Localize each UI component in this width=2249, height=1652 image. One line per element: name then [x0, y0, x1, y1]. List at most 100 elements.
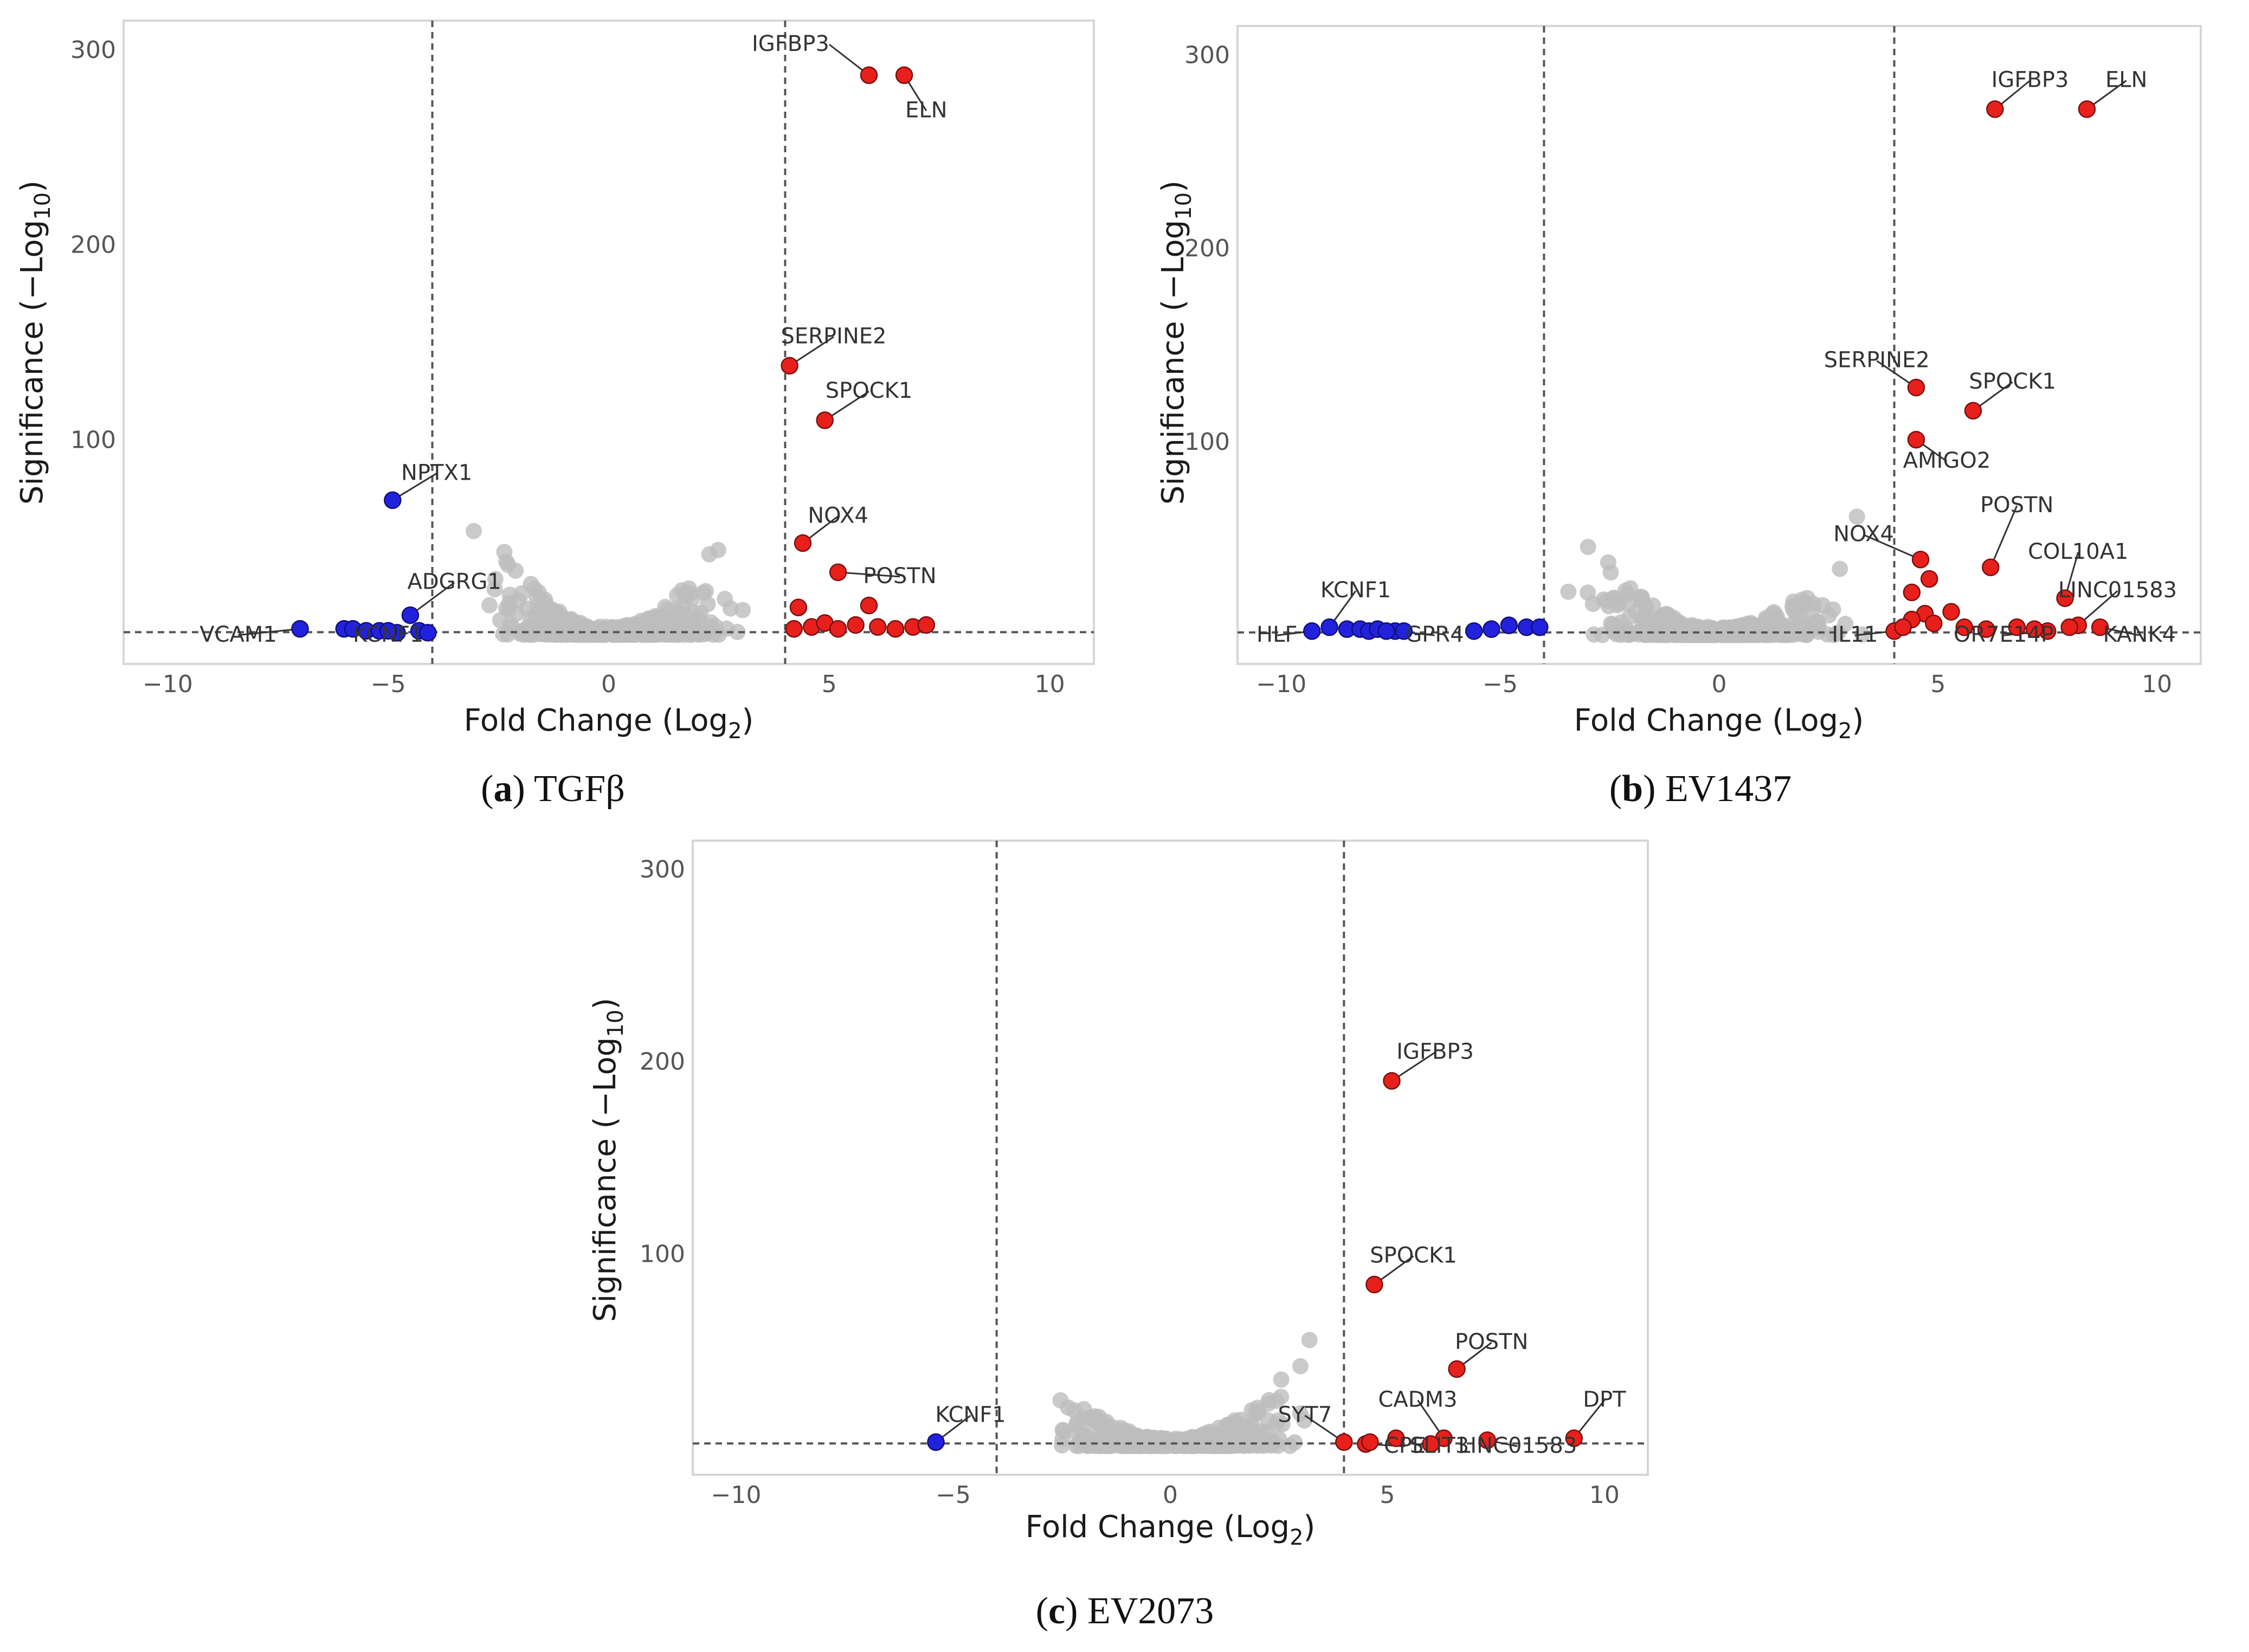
gene-label: KANK4: [2103, 622, 2176, 647]
gene-label: IL11: [1832, 622, 1878, 647]
x-tick-label: 0: [601, 670, 616, 698]
nonsignificant-point: [1066, 1402, 1082, 1419]
downregulated-gene-point: [1531, 618, 1549, 636]
gene-label: LINC01583: [1458, 1434, 1577, 1459]
nonsignificant-point: [684, 604, 701, 621]
x-tick-label: 5: [822, 670, 837, 698]
downregulated-gene-point: [1377, 622, 1395, 640]
gene-label: ADGRG1: [407, 570, 501, 595]
nonsignificant-point: [677, 618, 694, 634]
y-tick-label: 300: [1184, 42, 1230, 69]
upregulated-gene-point: [816, 411, 834, 429]
nonsignificant-point: [498, 600, 514, 617]
nonsignificant-point: [1286, 1434, 1303, 1451]
gene-label: IGFBP3: [752, 31, 829, 56]
downregulated-gene-point: [1500, 616, 1518, 634]
gene-label: HLF: [1256, 622, 1297, 647]
nonsignificant-point: [1301, 1332, 1318, 1348]
nonsignificant-point: [1247, 1406, 1264, 1423]
upregulated-gene-point: [2025, 620, 2044, 638]
upregulated-gene-point: [1365, 1275, 1383, 1294]
upregulated-gene-point: [1478, 1431, 1496, 1449]
downregulated-gene-point: [1395, 622, 1413, 640]
downregulated-gene-point: [1483, 620, 1500, 638]
nonsignificant-point: [1292, 1358, 1309, 1374]
gene-label: VCAM1: [199, 622, 277, 647]
gene-label-leader: [1863, 534, 1921, 560]
y-axis-label: Significance (−Log10): [15, 180, 55, 505]
nonsignificant-point: [1241, 1433, 1258, 1450]
upregulated-gene-point: [1907, 378, 1925, 397]
nonsignificant-point: [1832, 560, 1848, 577]
x-tick-label: −10: [1256, 670, 1306, 698]
upregulated-gene-point: [1964, 402, 1982, 420]
downregulated-gene-point: [1320, 618, 1338, 636]
nonsignificant-point: [466, 522, 482, 539]
upregulated-gene-point: [1977, 620, 1995, 638]
upregulated-gene-point: [860, 66, 878, 84]
nonsignificant-point: [487, 571, 504, 588]
gene-label: AMIGO2: [1903, 448, 1991, 473]
caption-b: (b) EV1437: [1609, 768, 1792, 810]
nonsignificant-point: [1651, 626, 1667, 643]
nonsignificant-point: [1805, 595, 1822, 612]
panel-a-tgfb: IGFBP3 ELN SERPINE2 SPOCK1 NOX4 POSTN NPTX1 ADG…: [15, 20, 1095, 810]
nonsignificant-point: [564, 615, 581, 632]
x-axis-label: Fold Change (Log2): [1026, 1509, 1316, 1550]
nonsignificant-point: [1268, 1392, 1285, 1409]
upregulated-gene-point: [2060, 618, 2078, 636]
nonsignificant-point: [1726, 625, 1743, 642]
gene-label-leader: [410, 582, 455, 616]
upregulated-gene-point: [789, 598, 808, 616]
nonsignificant-point: [1594, 627, 1610, 643]
upregulated-gene-point: [1911, 551, 1930, 569]
x-tick-label: 0: [1163, 1481, 1178, 1509]
caption-c: (c) EV2073: [1036, 1590, 1214, 1632]
gene-label: KCNF1: [1320, 578, 1391, 603]
x-tick-label: 10: [1035, 670, 1065, 698]
nonsignificant-point: [1803, 621, 1820, 637]
gene-label: ELN: [905, 98, 947, 122]
plot-frame-a: [123, 20, 1095, 665]
gene-label-leader: [837, 571, 900, 578]
y-tick-label: 200: [640, 1048, 685, 1076]
nonsignificant-point: [1738, 622, 1755, 638]
upregulated-gene-point: [895, 66, 913, 84]
nonsignificant-point: [1273, 1371, 1290, 1388]
gene-label: SPOCK1: [1969, 369, 2056, 394]
nonsignificant-point: [705, 626, 721, 643]
nonsignificant-point: [1821, 607, 1837, 624]
y-axis-label: Significance (−Log10): [1156, 180, 1196, 505]
upregulated-gene-point: [1383, 1072, 1401, 1090]
x-tick-label: 10: [2142, 670, 2172, 698]
upregulated-gene-point: [1907, 431, 1925, 449]
nonsignificant-point: [1242, 1419, 1259, 1436]
nonsignificant-point: [678, 584, 695, 601]
x-tick-label: −5: [1483, 670, 1518, 698]
x-axis-label: Fold Change (Log2): [1574, 703, 1864, 744]
x-tick-label: 10: [1589, 1481, 1620, 1509]
nonsignificant-point: [501, 586, 518, 603]
downregulated-gene-point: [379, 622, 397, 640]
nonsignificant-point: [1755, 627, 1771, 643]
nonsignificant-point: [481, 597, 498, 614]
upregulated-gene-point: [1565, 1429, 1583, 1447]
gene-label: NOX4: [1833, 522, 1894, 547]
nonsignificant-point: [549, 605, 566, 622]
upregulated-gene-point: [1422, 1435, 1440, 1453]
gene-label: ELN: [2105, 68, 2147, 93]
plot-frame-b: [1236, 25, 2202, 665]
nonsignificant-point: [1560, 583, 1577, 600]
upregulated-gene-point: [917, 616, 936, 634]
nonsignificant-point: [495, 626, 512, 643]
nonsignificant-point: [1848, 508, 1865, 525]
x-tick-label: 5: [1380, 1481, 1395, 1509]
nonsignificant-point: [1296, 1412, 1313, 1429]
upregulated-gene-point: [794, 534, 812, 552]
upregulated-gene-point: [1448, 1360, 1466, 1378]
upregulated-gene-point: [869, 618, 887, 636]
gene-label: NOX4: [808, 503, 868, 528]
upregulated-gene-point: [1387, 1429, 1405, 1447]
upregulated-gene-point: [781, 357, 798, 375]
gene-label: LINC01583: [2058, 578, 2177, 603]
